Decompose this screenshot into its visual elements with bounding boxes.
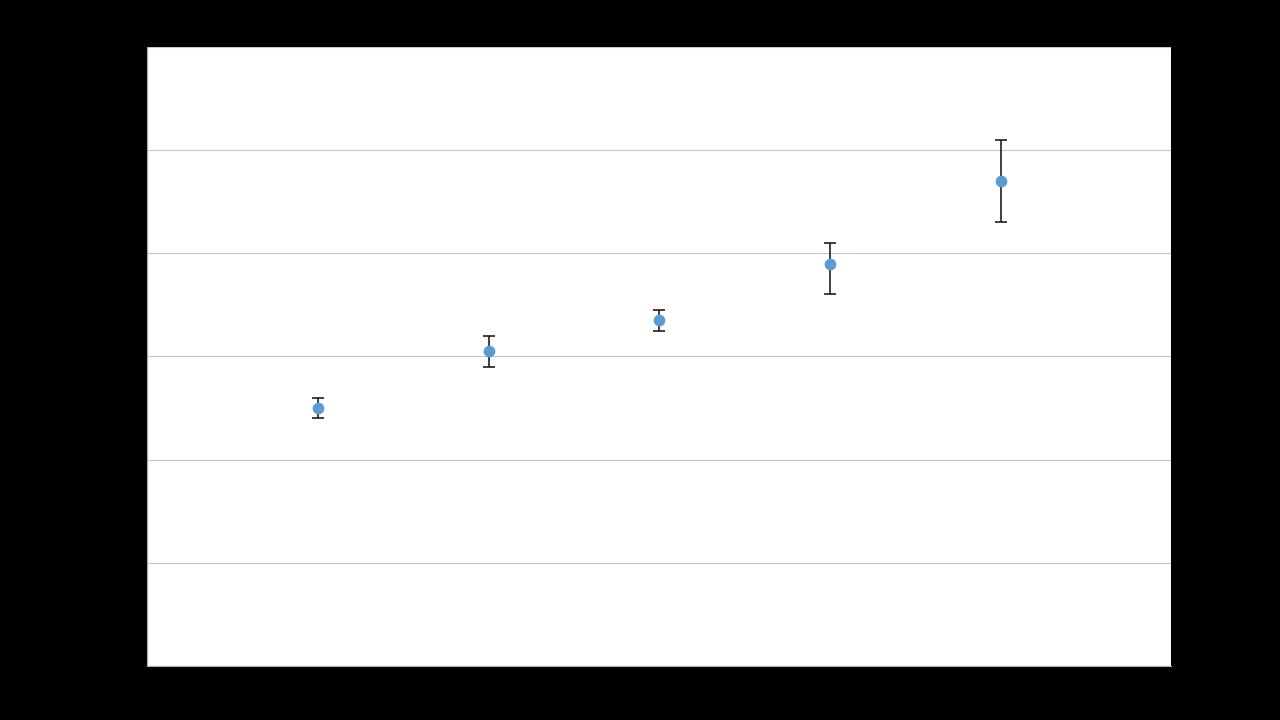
Point bbox=[649, 315, 669, 326]
Point bbox=[991, 175, 1011, 186]
Point bbox=[479, 346, 499, 357]
Title: Average Temperature (°C): Average Temperature (°C) bbox=[506, 17, 813, 37]
Point bbox=[819, 258, 840, 269]
Point bbox=[307, 402, 328, 414]
